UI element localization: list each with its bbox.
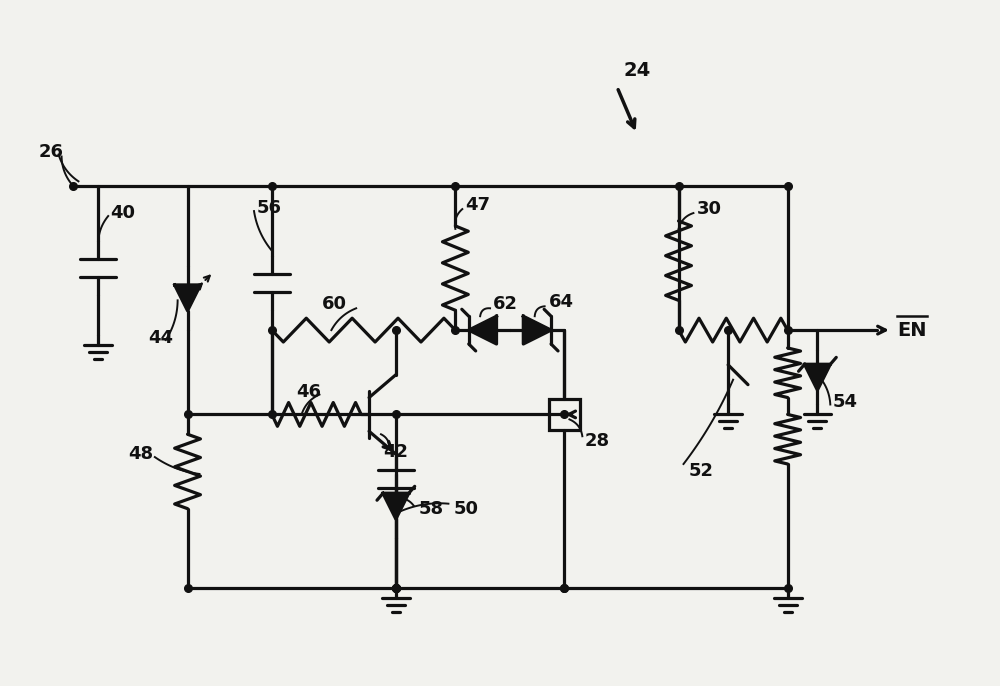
Text: 24: 24 [624, 61, 651, 80]
Polygon shape [469, 316, 497, 344]
Text: 28: 28 [584, 432, 609, 450]
Polygon shape [523, 316, 551, 344]
Text: 26: 26 [39, 143, 64, 161]
Polygon shape [175, 285, 200, 311]
Polygon shape [383, 493, 409, 519]
Text: 50: 50 [453, 499, 478, 518]
Text: 40: 40 [110, 204, 135, 222]
Text: 58: 58 [419, 499, 444, 518]
Text: 62: 62 [493, 295, 518, 314]
Polygon shape [805, 364, 830, 390]
Text: 42: 42 [383, 443, 408, 461]
Text: 52: 52 [688, 462, 713, 480]
Text: 60: 60 [321, 295, 346, 314]
Text: 48: 48 [128, 445, 153, 463]
Text: 47: 47 [465, 196, 490, 214]
Text: 54: 54 [832, 392, 857, 410]
Text: EN: EN [897, 320, 926, 340]
Text: 30: 30 [696, 200, 721, 218]
Text: 64: 64 [549, 294, 574, 311]
Text: 56: 56 [257, 199, 282, 217]
Text: 44: 44 [148, 329, 173, 347]
Text: 46: 46 [297, 383, 322, 401]
